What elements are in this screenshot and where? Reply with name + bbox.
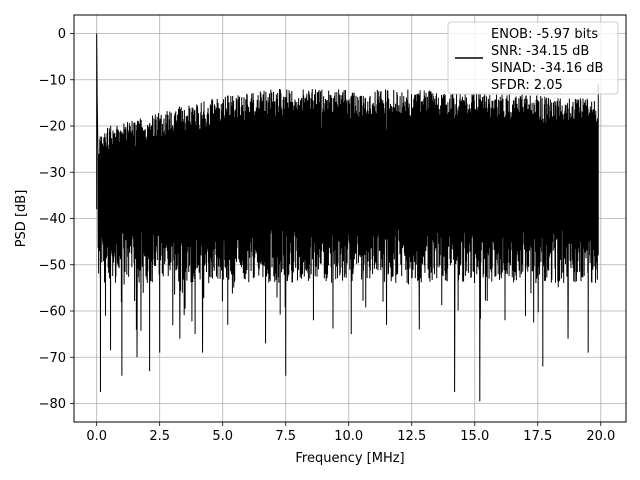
- x-tick-label: 7.5: [275, 429, 296, 444]
- y-axis-ticks: 0 −10 −20 −30 −40 −50 −60 −70 −80: [39, 27, 74, 412]
- y-tick-label: −80: [39, 397, 66, 412]
- y-tick-label: −10: [39, 73, 66, 88]
- plot-area: [96, 33, 599, 402]
- legend-snr: SNR: -34.15 dB: [491, 44, 589, 59]
- y-tick-label: −60: [39, 305, 66, 320]
- y-tick-label: −30: [39, 166, 66, 181]
- x-tick-label: 15.0: [460, 429, 489, 444]
- x-tick-label: 2.5: [149, 429, 170, 444]
- legend-box: [447, 21, 619, 95]
- psd-trace: [96, 33, 599, 402]
- legend-enob: ENOB: -5.97 bits: [491, 27, 598, 42]
- x-tick-label: 10.0: [334, 429, 363, 444]
- y-tick-label: 0: [58, 27, 66, 42]
- x-axis-ticks: 0.0 2.5 5.0 7.5 10.0 12.5 15.0 17.5 20.0: [86, 422, 615, 444]
- y-tick-label: −40: [39, 212, 66, 227]
- x-axis-label: Frequency [MHz]: [295, 451, 404, 466]
- y-tick-label: −20: [39, 120, 66, 135]
- x-tick-label: 12.5: [397, 429, 426, 444]
- x-tick-label: 20.0: [586, 429, 615, 444]
- legend: ENOB: -5.97 bits SNR: -34.15 dB SINAD: -…: [447, 21, 619, 95]
- legend-sfdr: SFDR: 2.05: [491, 78, 563, 93]
- y-axis-label: PSD [dB]: [14, 190, 29, 248]
- x-tick-label: 0.0: [86, 429, 107, 444]
- y-tick-label: −50: [39, 258, 66, 273]
- y-tick-label: −70: [39, 351, 66, 366]
- legend-sinad: SINAD: -34.16 dB: [491, 61, 603, 76]
- x-tick-label: 17.5: [523, 429, 552, 444]
- x-tick-label: 5.0: [212, 429, 233, 444]
